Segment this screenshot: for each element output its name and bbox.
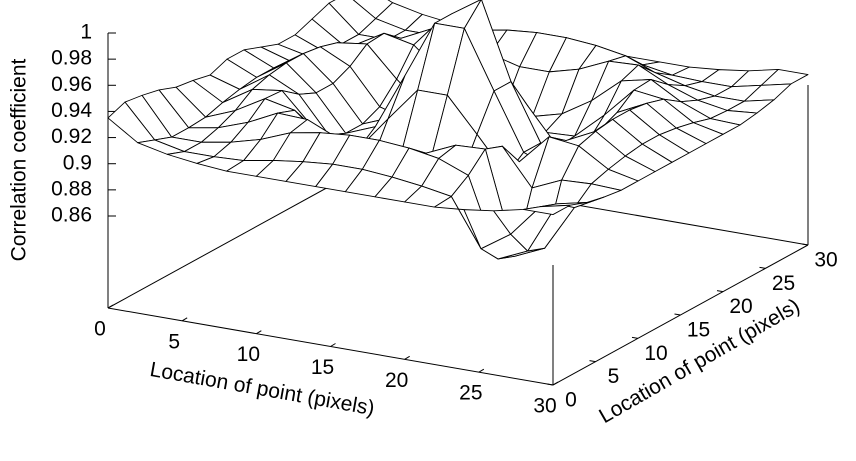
x-tick (330, 343, 336, 347)
x-tick (181, 317, 188, 322)
y-tick (674, 313, 681, 316)
surface-cell (522, 204, 571, 216)
base-edge (107, 167, 364, 309)
y-tick-label: 30 (814, 249, 837, 272)
y-tick (631, 336, 639, 339)
x-tick-label: 25 (459, 382, 482, 405)
y-tick (716, 290, 724, 293)
x-tick-label: 5 (168, 330, 180, 353)
y-tick (759, 266, 766, 269)
x-tick-label: 10 (237, 343, 260, 366)
y-tick-label: 10 (644, 342, 667, 365)
y-tick (801, 243, 809, 246)
x-tick (404, 355, 410, 360)
x-tick (552, 381, 559, 386)
y-tick (589, 360, 596, 363)
y-tick (546, 383, 554, 386)
z-tick-label: 1 (80, 21, 92, 44)
z-tick-label: 0.9 (63, 151, 92, 174)
z-tick-label: 0.96 (51, 73, 92, 96)
z-tick-label: 0.92 (51, 125, 92, 148)
y-axis-label: Location of point (pixels) (595, 294, 804, 428)
z-tick-label: 0.86 (51, 204, 92, 227)
x-tick (107, 304, 114, 309)
x-tick (478, 368, 485, 373)
x-axis-label: Location of point (pixels) (148, 358, 376, 420)
z-tick-label: 0.94 (51, 99, 92, 122)
x-tick-label: 20 (385, 369, 408, 392)
z-tick-label: 0.98 (51, 47, 92, 70)
z-axis-label: Correlation coefficient (8, 58, 31, 261)
y-tick-label: 15 (687, 319, 710, 342)
x-tick-label: 15 (311, 356, 334, 379)
y-tick-label: 5 (608, 365, 620, 388)
x-tick (256, 330, 262, 335)
y-tick-label: 0 (565, 389, 577, 412)
x-tick-label: 0 (94, 318, 106, 341)
x-tick-label: 30 (533, 395, 556, 418)
y-tick-label: 20 (729, 295, 752, 318)
y-tick-label: 25 (772, 272, 795, 295)
z-tick-label: 0.88 (51, 177, 92, 200)
